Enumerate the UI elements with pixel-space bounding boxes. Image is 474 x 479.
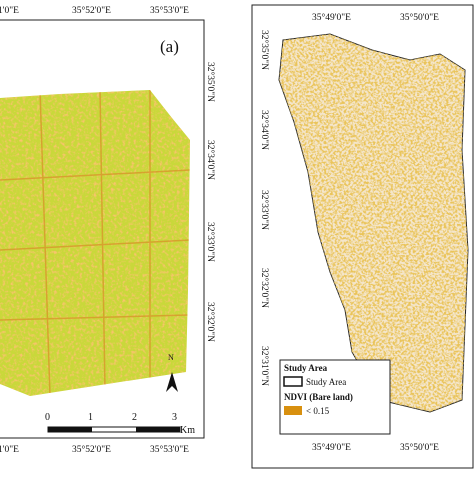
side-coord: 32°33'0"N — [205, 222, 216, 262]
ndvi-texture — [0, 90, 190, 396]
bare-land-texture — [279, 34, 468, 412]
panel-label: (a) — [160, 37, 179, 56]
legend-title: Study Area — [284, 363, 328, 373]
bottom-coord: 35°53'0"E — [150, 444, 189, 455]
bottom-coord: 35°51'0"E — [0, 444, 19, 455]
side-coord: 32°34'0"N — [259, 110, 270, 150]
road-lines — [0, 90, 190, 396]
side-coord: 32°35'0"N — [259, 30, 270, 70]
legend-title: NDVI (Bare land) — [284, 392, 353, 402]
top-coord: 35°53'0"E — [150, 5, 189, 16]
scale-label: 0 — [45, 412, 50, 423]
legend-swatch — [284, 406, 302, 415]
bottom-coord: 35°50'0"E — [400, 442, 439, 453]
legend-box — [279, 359, 391, 435]
top-coord: 35°50'0"E — [400, 12, 439, 23]
side-coord: 32°32'0"N — [205, 302, 216, 342]
panel-a: (a) 35°51'0"E 35°52'0"E 35°53'0"E 35°51'… — [0, 5, 216, 455]
legend-item: < 0.15 — [306, 406, 330, 416]
legend-swatch — [283, 376, 303, 387]
scale-label: 3 — [172, 412, 177, 423]
scale-unit: Km — [180, 425, 195, 436]
legend-item: Study Area — [306, 377, 346, 387]
side-coord: 32°31'0"N — [259, 346, 270, 386]
scale-bar-seg — [48, 427, 92, 432]
north-label: N — [168, 353, 174, 362]
panel-frame — [0, 19, 205, 439]
panel-b: 35°49'0"E 35°50'0"E 35°49'0"E 35°50'0"E … — [251, 4, 474, 469]
side-coord: 32°35'0"N — [205, 62, 216, 102]
scale-label: 2 — [132, 412, 137, 423]
panel-frame — [251, 4, 474, 469]
side-coord: 32°33'0"N — [259, 190, 270, 230]
scale-bar-seg — [136, 427, 180, 432]
side-coord: 32°32'0"N — [259, 268, 270, 308]
bottom-coord: 35°52'0"E — [72, 444, 111, 455]
top-coord: 35°51'0"E — [0, 5, 19, 16]
top-coord: 35°49'0"E — [312, 12, 351, 23]
bottom-coord: 35°49'0"E — [312, 442, 351, 453]
legend: Study Area Study Area NDVI (Bare land) <… — [279, 359, 391, 435]
scale-label: 1 — [88, 412, 93, 423]
north-arrow — [166, 372, 178, 392]
top-coord: 35°52'0"E — [72, 5, 111, 16]
side-coord: 32°34'0"N — [205, 140, 216, 180]
